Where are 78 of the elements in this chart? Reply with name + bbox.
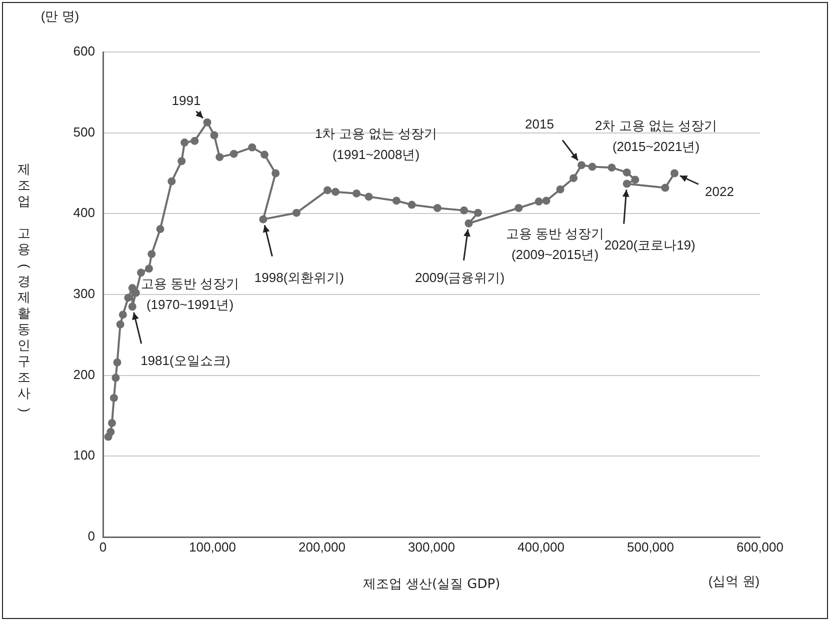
point	[248, 143, 256, 152]
annotation: 2차 고용 없는 성장기 (2015~2021년)	[594, 118, 718, 154]
point	[661, 184, 670, 192]
x-tick-label: 400,000	[518, 539, 564, 554]
point	[408, 200, 416, 209]
annotation: 1981(오일쇼크)	[140, 353, 230, 368]
point	[260, 150, 269, 159]
point	[608, 164, 616, 172]
point	[203, 118, 212, 126]
point	[474, 208, 482, 217]
point	[272, 169, 280, 178]
point	[106, 428, 115, 436]
point	[514, 204, 523, 212]
point	[178, 157, 186, 166]
annotation: 1998(외환위기)	[254, 270, 344, 285]
point	[588, 162, 596, 171]
x-tick-label: 100,000	[189, 539, 236, 554]
point	[148, 250, 156, 258]
point	[128, 302, 136, 311]
y-tick-label: 300	[73, 286, 95, 302]
annotation: 2020(코로나19)	[604, 237, 696, 252]
y-tick-label: 500	[73, 124, 95, 140]
point	[110, 394, 118, 402]
x-tick-label: 500,000	[627, 539, 674, 554]
point	[534, 198, 543, 206]
y-tick-label: 600	[73, 44, 95, 59]
point	[144, 264, 153, 273]
point	[622, 180, 631, 188]
point	[323, 186, 332, 194]
annotation: 2022	[705, 184, 734, 199]
point	[352, 189, 360, 198]
point	[180, 138, 189, 147]
point	[168, 177, 176, 186]
point	[670, 169, 678, 178]
text: (만 명)	[40, 8, 80, 24]
annotation: 고용 동반 성장기 (1970~1991년)	[140, 276, 240, 312]
annotation: 2009(금융위기)	[414, 270, 505, 285]
annotation: 1차 고용 없는 성장기 (1991~2008년)	[314, 126, 438, 162]
point	[364, 192, 373, 201]
x-tick-label: 300,000	[408, 539, 455, 554]
point	[118, 310, 127, 319]
point	[136, 268, 145, 277]
x-tick-label: 200,000	[298, 539, 346, 554]
point	[113, 358, 122, 366]
y-tick-label: 100	[73, 448, 95, 463]
point	[460, 206, 468, 214]
y-tick-label: 0	[88, 528, 95, 544]
point	[156, 225, 164, 234]
text: 제조업 고용(경제활동인구조사)	[17, 162, 32, 412]
point	[464, 219, 473, 228]
point	[392, 196, 400, 205]
point	[570, 174, 578, 182]
point	[542, 196, 550, 205]
text: (십억 원)	[708, 574, 760, 589]
point	[259, 215, 268, 224]
point	[292, 208, 300, 217]
point	[116, 320, 124, 328]
point	[210, 131, 218, 140]
x-tick-label: 0	[99, 539, 107, 554]
point	[556, 185, 564, 194]
point	[331, 188, 340, 196]
point	[433, 204, 442, 212]
point	[108, 419, 116, 428]
point	[230, 150, 238, 158]
y-tick-label: 200	[73, 366, 95, 382]
annotation: 2015	[525, 116, 554, 132]
point	[622, 168, 631, 176]
point	[631, 176, 640, 184]
annotation: 고용 동반 성장기 (2009~2015년)	[506, 226, 604, 262]
x-axis-title: 제조업 생산(실질 GDP)	[362, 577, 500, 592]
annotation: 1991	[172, 92, 201, 108]
point	[112, 374, 120, 382]
x-tick-label: 600,000	[736, 539, 784, 554]
y-tick-label: 400	[73, 205, 95, 220]
point	[578, 161, 586, 170]
point	[216, 153, 224, 162]
point	[190, 136, 199, 145]
point	[124, 294, 132, 302]
